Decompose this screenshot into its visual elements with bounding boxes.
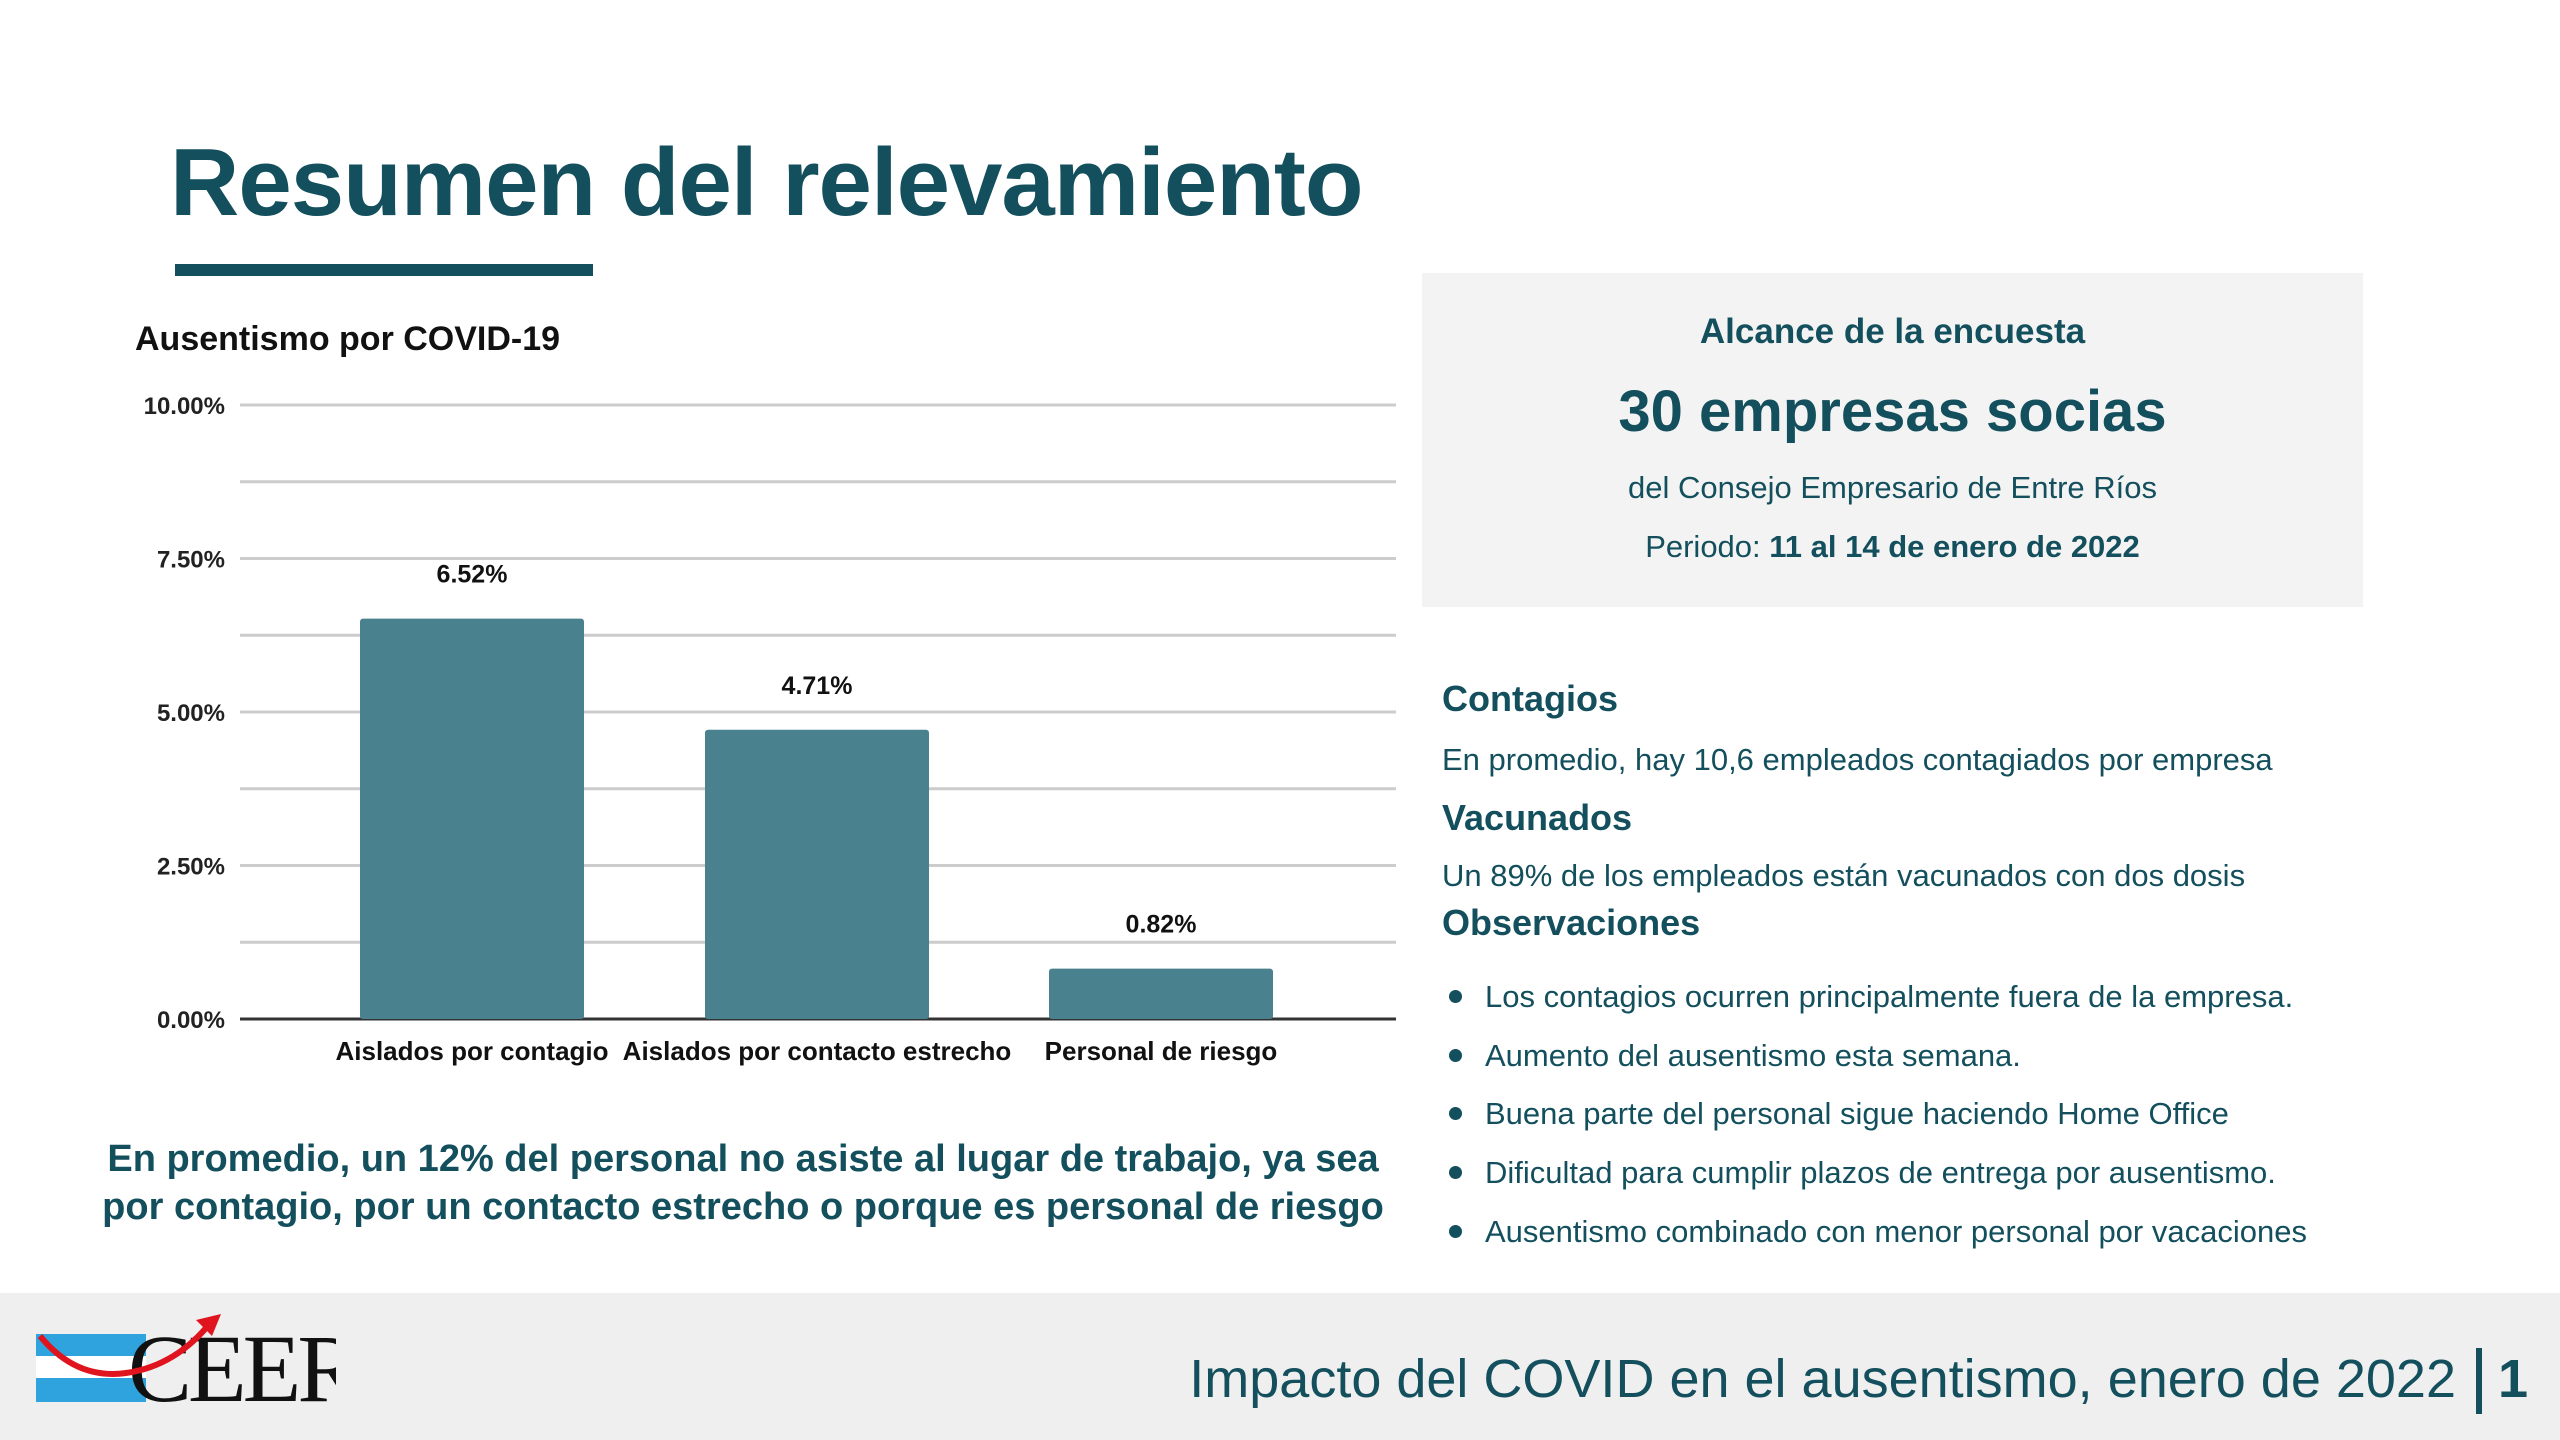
page-number: 1 <box>2498 1349 2529 1409</box>
y-tick-label: 10.00% <box>144 393 225 420</box>
bullet-icon <box>1449 1225 1462 1239</box>
observaciones-heading: Observaciones <box>1442 902 1701 943</box>
summary-line-1: En promedio, un 12% del personal no asis… <box>107 1138 1379 1180</box>
summary-line-2: por contagio, por un contacto estrecho o… <box>102 1186 1384 1228</box>
bar-chart: 0.00% 2.50% 5.00% 7.50% 10.00% 6.52% Aislados … <box>144 393 1396 1066</box>
vacunados-heading: Vacunados <box>1442 797 1633 838</box>
bullet-icon <box>1449 1166 1462 1180</box>
data-label: 0.82% <box>1126 911 1197 939</box>
bar <box>360 618 584 1019</box>
page-title: Resumen del relevamiento <box>170 129 1363 236</box>
period-label: Periodo: <box>1645 529 1770 564</box>
list-item: Dificultad para cumplir plazos de entreg… <box>1449 1155 2276 1191</box>
vacunados-text: Un 89% de los empleados están vacunados … <box>1442 858 2246 893</box>
category-label: Personal de riesgo <box>1045 1036 1278 1066</box>
data-label: 6.52% <box>437 561 508 589</box>
title-underline <box>175 264 593 276</box>
bar <box>1049 968 1273 1019</box>
y-tick-label: 0.00% <box>157 1007 225 1034</box>
ceer-logo: CEER <box>36 1314 336 1410</box>
bullet-icon <box>1449 1107 1462 1121</box>
bullet-icon <box>1449 1049 1462 1063</box>
list-item: Aumento del ausentismo esta semana. <box>1449 1038 2021 1074</box>
contagios-text: En promedio, hay 10,6 empleados contagia… <box>1442 742 2273 777</box>
data-label: 4.71% <box>782 672 853 700</box>
chart-title: Ausentismo por COVID-19 <box>135 320 561 358</box>
scope-label: Alcance de la encuesta <box>1699 312 2086 351</box>
scope-period: Periodo: 11 al 14 de enero de 2022 <box>1422 529 2363 565</box>
category-label: Aislados por contacto estrecho <box>623 1036 1012 1066</box>
y-tick-label: 2.50% <box>157 854 225 881</box>
contagios-heading: Contagios <box>1442 678 1618 719</box>
period-value: 11 al 14 de enero de 2022 <box>1769 529 2140 564</box>
footer-bar <box>0 1293 2560 1440</box>
bar <box>705 729 929 1019</box>
list-item: Buena parte del personal sigue haciendo … <box>1449 1096 2229 1132</box>
category-label: Aislados por contagio <box>335 1036 608 1066</box>
footer-title: Impacto del COVID en el ausentismo, ener… <box>1189 1349 2456 1409</box>
scope-org: del Consejo Empresario de Entre Ríos <box>1628 470 2157 505</box>
list-item: Ausentismo combinado con menor personal … <box>1449 1214 2307 1250</box>
y-tick-label: 7.50% <box>157 547 225 574</box>
scope-value: 30 empresas socias <box>1618 379 2167 444</box>
summary-text: En promedio, un 12% del personal no asis… <box>70 1135 1416 1231</box>
footer-separator <box>2476 1348 2482 1414</box>
y-tick-label: 5.00% <box>157 700 225 727</box>
bullet-icon <box>1449 990 1462 1004</box>
scope-panel <box>1422 273 2363 607</box>
list-item: Los contagios ocurren principalmente fue… <box>1449 979 2293 1015</box>
